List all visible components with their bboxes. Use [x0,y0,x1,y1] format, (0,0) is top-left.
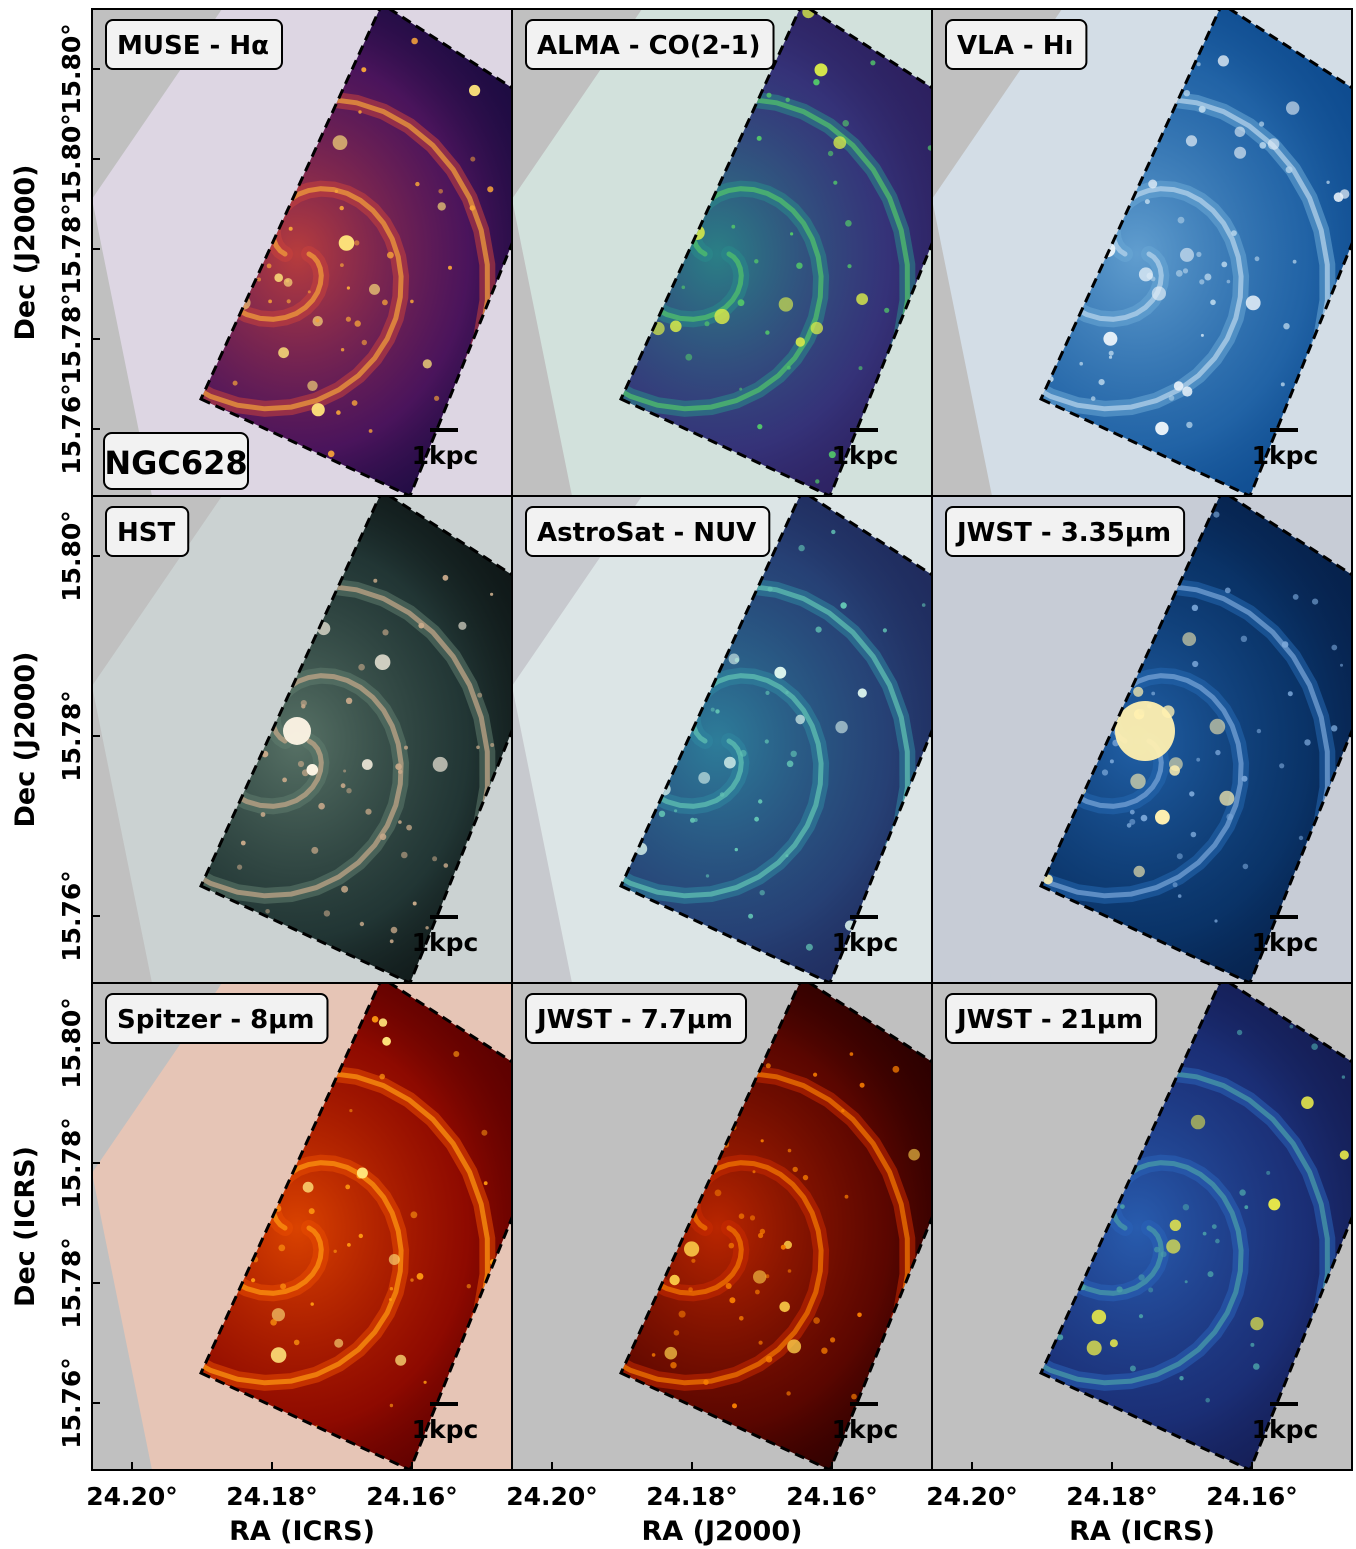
footprint-outline [619,496,932,983]
y-tick-label: 15.78° [57,1237,86,1329]
panel-title-text: HST [117,518,175,548]
footprint-outline [1039,9,1352,496]
panel-title-text: ALMA - CO(2-1) [537,31,761,61]
scale-bar: 1kpc [412,915,479,957]
scale-bar-label: 1kpc [1252,441,1319,470]
x-tick-label: 24.16° [786,1482,878,1511]
axes: 15.80°15.80°15.78°15.78°15.76°Dec (J2000… [10,23,1298,1547]
x-axis-label: RA (ICRS) [1069,1516,1215,1547]
scale-bar-label: 1kpc [1252,1415,1319,1444]
galaxy-label: NGC628 [103,432,249,490]
scale-bar-line [430,1402,458,1406]
footprint-outline [1039,496,1352,983]
y-tick-label: 15.78° [57,1117,86,1209]
x-tick-label: 24.20° [506,1482,598,1511]
panel-title: JWST - 7.7µm [525,993,747,1044]
y-tick-label: 15.76° [57,870,86,962]
panel-title: ALMA - CO(2-1) [525,19,775,70]
x-tick-label: 24.18° [226,1482,318,1511]
scale-bar: 1kpc [832,428,899,470]
y-tick-label: 15.78° [57,203,86,295]
scale-bar-label: 1kpc [1252,928,1319,957]
scale-bar-line [850,915,878,919]
y-axis-label: Dec (ICRS) [10,1146,41,1307]
panel-1-1: MUSE - Hα 1kpc NGC628 [91,8,513,497]
x-tick-label: 24.20° [86,1482,178,1511]
scale-bar: 1kpc [1252,428,1319,470]
footprint-outline [199,983,512,1470]
scale-bar-label: 1kpc [412,928,479,957]
panel-3-1: Spitzer - 8µm 1kpc [91,982,513,1471]
x-tick-label: 24.18° [646,1482,738,1511]
panel-title: JWST - 3.35µm [945,506,1186,557]
x-axis-label: RA (ICRS) [229,1516,375,1547]
scale-bar-line [1270,1402,1298,1406]
y-tick-label: 15.80° [57,23,86,115]
panel-1-3: VLA - Hı 1kpc [931,8,1353,497]
scale-bar: 1kpc [832,1402,899,1444]
y-tick-label: 15.78° [57,293,86,385]
scale-bar-line [1270,915,1298,919]
panel-title: VLA - Hı [945,19,1088,70]
y-tick-label: 15.80° [57,997,86,1089]
footprint-outline [619,9,932,496]
y-tick-label: 15.76° [57,383,86,475]
panel-title-text: JWST - 21µm [955,1005,1143,1035]
panel-1-2: ALMA - CO(2-1) 1kpc [511,8,933,497]
panel-title: AstroSat - NUV [525,506,771,557]
scale-bar: 1kpc [832,915,899,957]
panel-title-text: Spitzer - 8µm [117,1005,314,1035]
panel-2-1: HST 1kpc [91,495,513,984]
panel-title-text: JWST - 7.7µm [535,1005,733,1035]
y-tick-label: 15.76° [57,1357,86,1449]
panel-title-text: JWST - 3.35µm [955,518,1171,548]
panel-title-text: VLA - Hı [957,31,1073,61]
scale-bar-line [1270,428,1298,432]
y-axis-label: Dec (J2000) [10,164,41,340]
y-tick-label: 15.78° [57,690,86,782]
x-tick-label: 24.16° [1206,1482,1298,1511]
scale-bar-line [850,1402,878,1406]
scale-bar: 1kpc [412,428,479,470]
x-tick-label: 24.20° [926,1482,1018,1511]
y-axis-label: Dec (J2000) [10,651,41,827]
footprint-outline [199,9,512,496]
scale-bar-line [430,915,458,919]
panel-title: JWST - 21µm [945,993,1158,1044]
scale-bar-label: 1kpc [412,1415,479,1444]
footprint-outline [1039,983,1352,1470]
panel-2-3: JWST - 3.35µm 1kpc [931,495,1353,984]
panel-title: MUSE - Hα [105,19,283,70]
panel-title: Spitzer - 8µm [105,993,329,1044]
scale-bar-label: 1kpc [412,441,479,470]
scale-bar: 1kpc [1252,915,1319,957]
scale-bar: 1kpc [412,1402,479,1444]
scale-bar-label: 1kpc [832,928,899,957]
panel-title: HST [105,506,190,557]
x-tick-label: 24.16° [366,1482,458,1511]
scale-bar-line [850,428,878,432]
scale-bar: 1kpc [1252,1402,1319,1444]
panel-title-text: MUSE - Hα [117,31,269,61]
panel-title-text: AstroSat - NUV [537,518,756,548]
y-tick-label: 15.80° [57,510,86,602]
scale-bar-label: 1kpc [832,1415,899,1444]
panel-frame [931,982,1353,1471]
galaxy-label-text: NGC628 [104,444,247,482]
y-tick-label: 15.80° [57,113,86,205]
x-tick-label: 24.18° [1066,1482,1158,1511]
x-axis-label: RA (J2000) [642,1516,803,1547]
footprint-outline [199,496,512,983]
scale-bar-label: 1kpc [832,441,899,470]
panel-3-2: JWST - 7.7µm 1kpc [511,982,933,1471]
panel-2-2: AstroSat - NUV 1kpc [511,495,933,984]
panel-3-3: JWST - 21µm 1kpc [931,982,1353,1471]
footprint-outline [619,983,932,1470]
scale-bar-line [430,428,458,432]
